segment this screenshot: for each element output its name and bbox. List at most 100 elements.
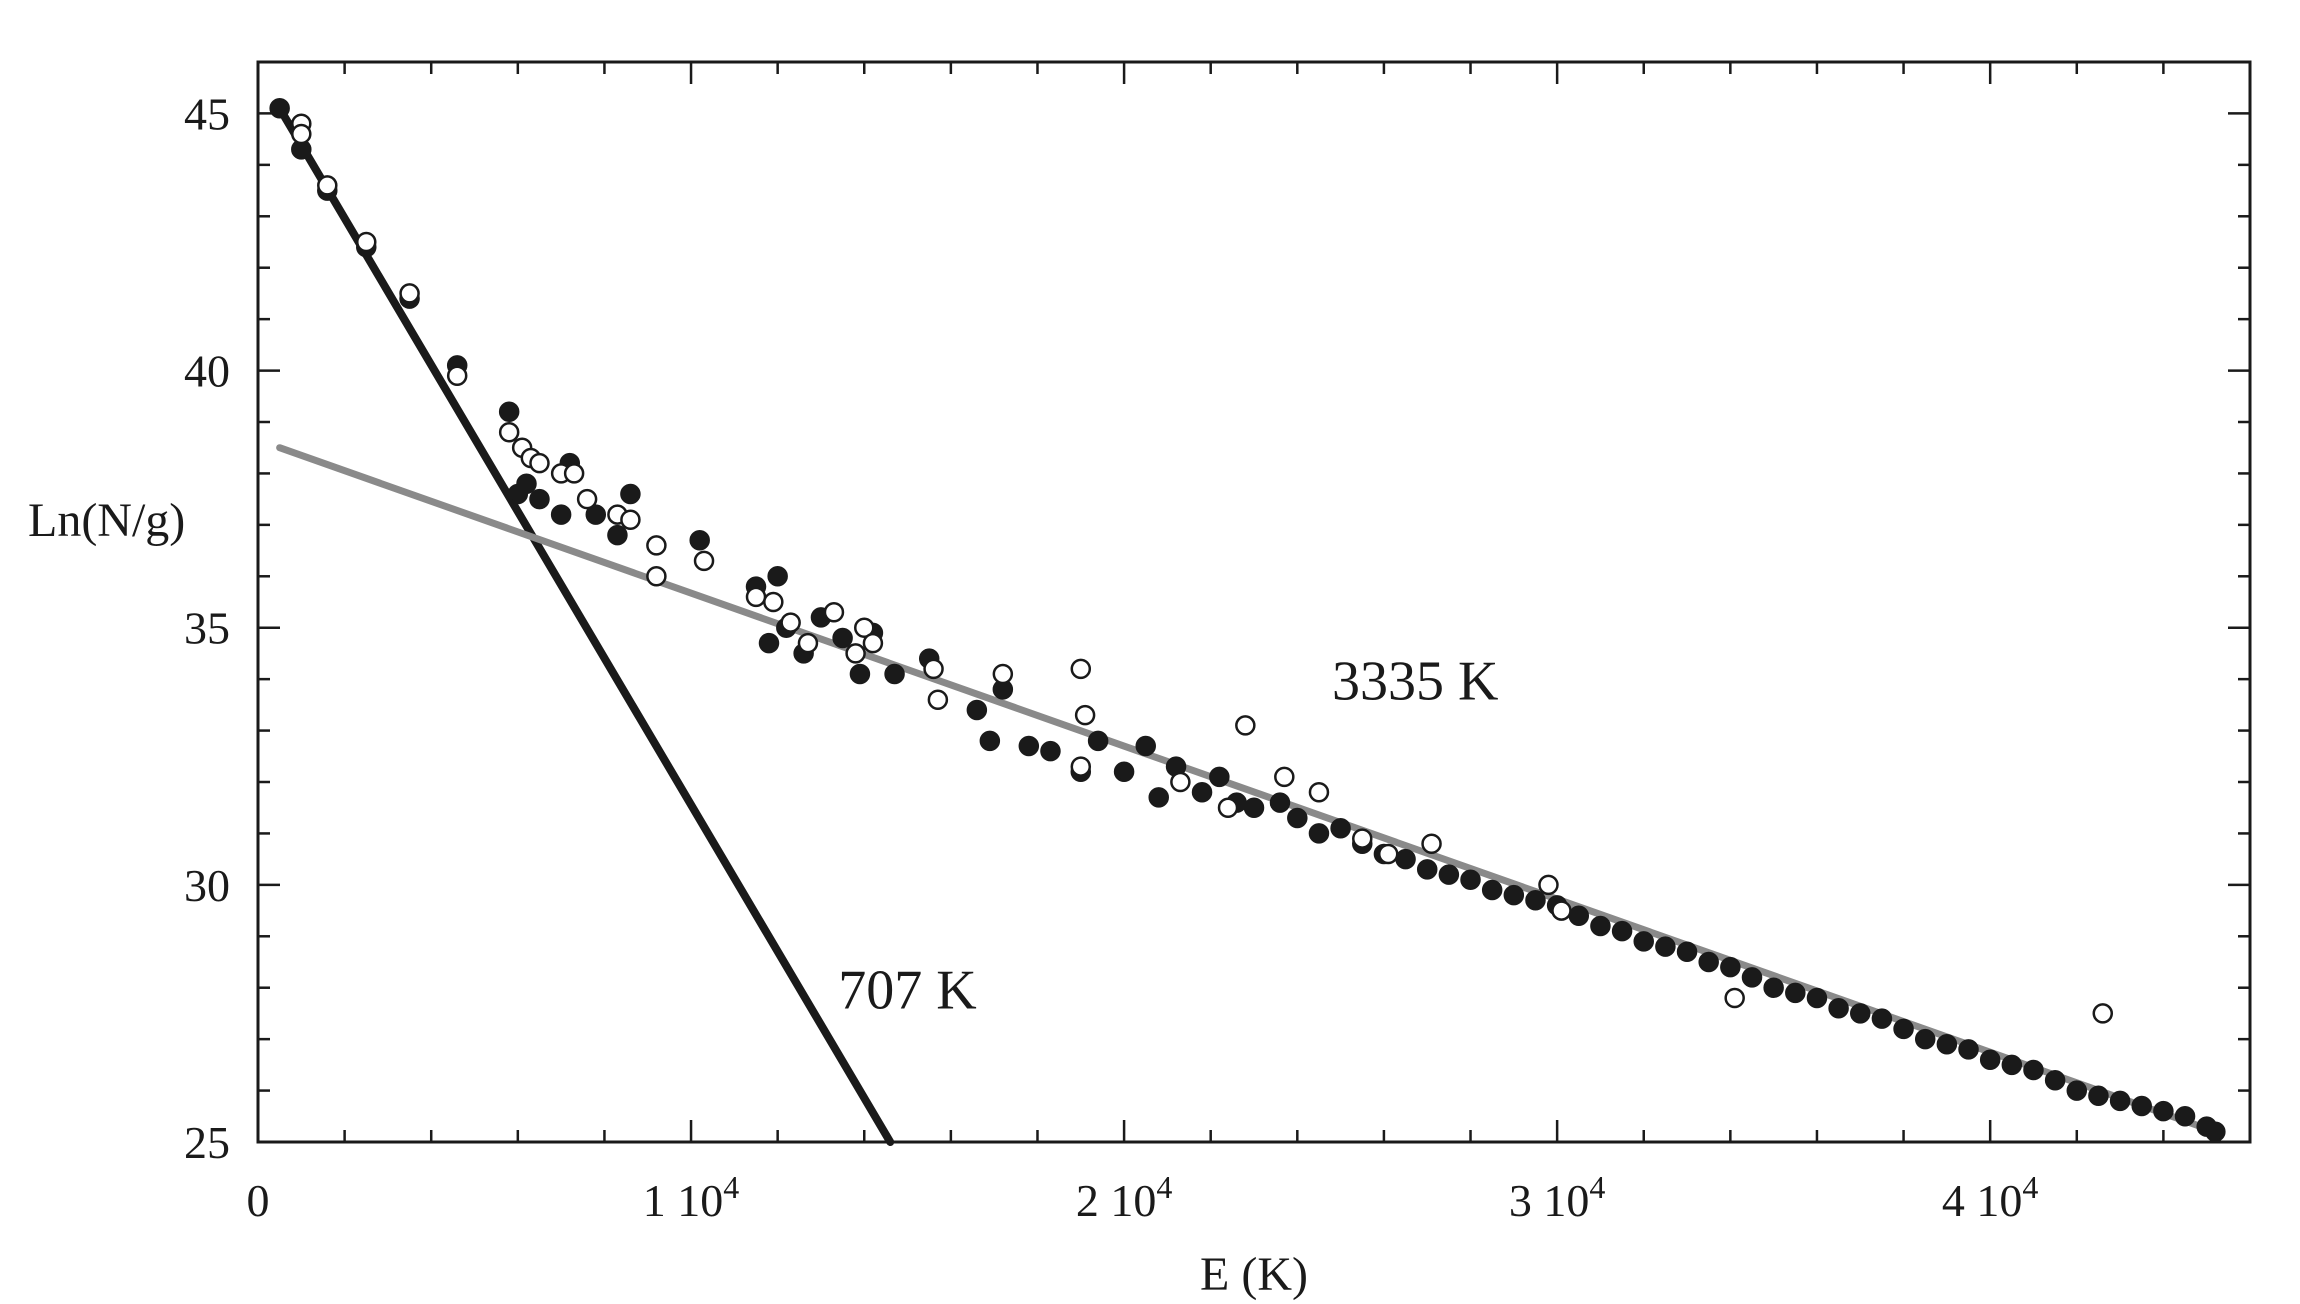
y-tick-label: 35 <box>184 603 230 654</box>
filled-data-point <box>1113 761 1135 782</box>
x-tick-label: 4 104 <box>1942 1169 2038 1226</box>
filled-data-point <box>2066 1080 2088 1101</box>
filled-data-point <box>1287 807 1308 829</box>
filled-data-point <box>1633 931 1654 952</box>
open-data-point <box>845 643 866 664</box>
filled-data-point <box>2174 1106 2196 1127</box>
filled-data-point <box>498 401 520 422</box>
open-data-point <box>1551 900 1572 921</box>
y-axis: 25 30 35 40 45 <box>184 60 2250 1168</box>
filled-data-point <box>1979 1049 2001 1070</box>
fit-line <box>276 444 2219 1136</box>
y-tick-label: 40 <box>184 346 230 397</box>
filled-data-point <box>1741 967 1763 988</box>
open-data-point <box>1070 658 1092 680</box>
open-data-point <box>1377 843 1399 865</box>
open-data-point <box>1070 756 1092 777</box>
filled-data-point <box>607 524 628 546</box>
y-tick-label: 45 <box>184 88 230 139</box>
open-data-point <box>646 566 667 587</box>
filled-data-point <box>1395 848 1416 870</box>
filled-data-point <box>1936 1034 1958 1055</box>
open-data-point <box>1308 782 1330 803</box>
open-data-point <box>1538 874 1559 896</box>
open-data-point <box>576 488 598 510</box>
open-data-point <box>446 365 468 386</box>
filled-data-point <box>1040 740 1061 762</box>
filled-data-point <box>979 730 1001 752</box>
open-data-point <box>317 175 338 196</box>
open-data-point <box>745 586 767 608</box>
open-data-point <box>563 463 585 484</box>
filled-data-point <box>966 699 988 721</box>
filled-data-point <box>1018 735 1040 757</box>
open-data-point <box>693 550 715 572</box>
filled-data-point <box>1568 905 1590 926</box>
open-data-point <box>1724 987 1745 1009</box>
open-data-point <box>1352 828 1373 849</box>
filled-data-point <box>2153 1100 2174 1122</box>
filled-data-point <box>1148 787 1169 808</box>
filled-data-point <box>1698 951 1719 973</box>
filled-data-point <box>1481 879 1503 901</box>
filled-data-point <box>2109 1090 2131 1112</box>
open-data-point <box>1170 771 1191 793</box>
filled-data-point <box>1850 1003 1871 1024</box>
filled-data-point <box>767 566 788 587</box>
filled-data-point <box>2131 1095 2152 1117</box>
open-data-point <box>797 632 819 654</box>
filled-data-point <box>1676 941 1698 962</box>
open-data-point <box>1421 833 1442 854</box>
filled-data-point <box>516 473 537 494</box>
filled-data-point <box>1806 987 1828 1009</box>
filled-data-point <box>529 488 550 510</box>
filled-data-point <box>1763 977 1784 998</box>
filled-data-point <box>1958 1039 1979 1060</box>
open-data-point <box>620 509 641 530</box>
filled-data-point <box>1525 890 1546 911</box>
filled-data-point <box>1611 920 1633 942</box>
x-tick-label: 1 104 <box>643 1169 740 1226</box>
filled-data-point <box>1460 869 1481 890</box>
open-data-point <box>1274 766 1295 788</box>
filled-data-point <box>620 483 641 505</box>
filled-data-point <box>1243 797 1265 818</box>
filled-data-point <box>1655 936 1676 957</box>
line-annotation: 707 K <box>838 959 976 1021</box>
filled-data-point <box>1914 1028 1936 1050</box>
filled-data-point <box>1871 1008 1893 1029</box>
y-tick-label: 30 <box>184 860 230 911</box>
y-tick-label: 25 <box>184 1117 230 1168</box>
annotations: 707 K 3335 K <box>838 651 1498 1022</box>
open-data-point <box>823 602 845 623</box>
open-data-point <box>646 535 667 556</box>
fit-line <box>275 104 895 1146</box>
filled-data-point <box>2205 1121 2226 1142</box>
filled-data-point <box>1191 782 1213 803</box>
open-data-point <box>854 617 875 638</box>
filled-data-point <box>550 504 572 525</box>
filled-data-point <box>1785 982 1806 1004</box>
x-tick-label: 0 <box>247 1175 270 1226</box>
filled-data-point <box>1209 766 1230 788</box>
filled-data-point <box>1438 864 1460 885</box>
filled-data-point <box>689 530 710 551</box>
filled-data-point <box>269 98 290 119</box>
open-data-point <box>529 452 550 474</box>
x-tick-label: 2 104 <box>1076 1169 1173 1226</box>
filled-data-point <box>1308 823 1330 844</box>
filled-data-point <box>1087 730 1109 752</box>
filled-data-point <box>1135 735 1156 757</box>
open-data-point <box>1074 704 1096 726</box>
filled-data-point <box>758 632 780 654</box>
open-data-point <box>498 422 520 443</box>
x-axis-label: E (K) <box>1200 1248 1308 1301</box>
x-tick-label: 3 104 <box>1509 1169 1606 1226</box>
filled-data-point <box>1503 884 1525 906</box>
filled-data-point <box>1828 998 1849 1019</box>
open-data-point <box>356 231 377 253</box>
x-axis: 0 1 104 2 104 3 104 4 104 <box>247 62 2252 1226</box>
filled-data-point <box>2023 1059 2044 1081</box>
open-data-point <box>1217 797 1239 818</box>
